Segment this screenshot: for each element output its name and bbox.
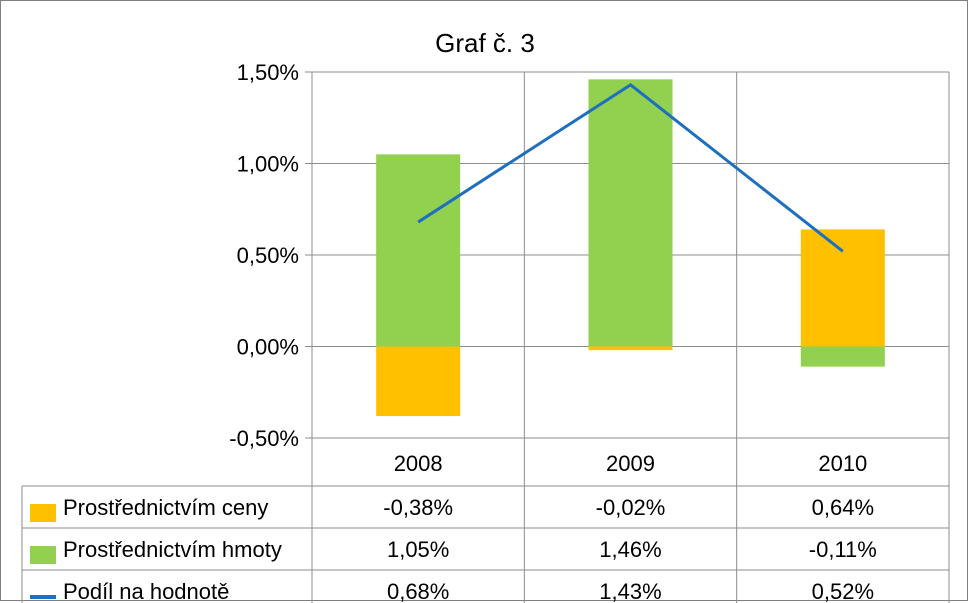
- data-label: 1,05%: [387, 537, 449, 562]
- category-label: 2008: [394, 451, 443, 476]
- bar-2009: [588, 346, 673, 351]
- bar-2008: [376, 346, 461, 417]
- legend-label: Prostřednictvím ceny: [63, 495, 268, 520]
- line-series: [417, 82, 844, 253]
- chart-title: Graf č. 3: [435, 28, 535, 58]
- y-tick-label: 0,50%: [237, 243, 299, 268]
- data-label: 0,64%: [812, 495, 874, 520]
- bar-2009: [588, 79, 673, 347]
- data-label: -0,38%: [383, 495, 453, 520]
- data-label: 0,52%: [812, 579, 874, 603]
- data-label: 1,46%: [599, 537, 661, 562]
- category-label: 2010: [818, 451, 867, 476]
- y-tick-label: -0,50%: [229, 426, 299, 451]
- bar-2010: [800, 346, 885, 367]
- category-label: 2009: [606, 451, 655, 476]
- data-label: -0,02%: [596, 495, 666, 520]
- legend-label: Prostřednictvím hmoty: [63, 537, 282, 562]
- legend-label: Podíl na hodnotě: [63, 579, 229, 603]
- data-label: -0,11%: [809, 537, 877, 562]
- data-table: 2008 2009 2010 Prostřednictvím ceny -0,38% -0…: [21, 451, 949, 603]
- y-tick-label: 1,50%: [237, 60, 299, 85]
- bar-2008: [376, 154, 461, 347]
- y-axis-ticks: -0,50% 0,00% 0,50% 1,00% 1,50%: [229, 60, 299, 451]
- data-label: 1,43%: [599, 579, 661, 603]
- bars: [376, 79, 885, 417]
- legend-swatch: [30, 546, 56, 564]
- legend-swatch: [30, 504, 56, 522]
- data-label: 0,68%: [387, 579, 449, 603]
- bar-2010: [800, 229, 885, 347]
- y-tick-label: 0,00%: [237, 335, 299, 360]
- y-tick-label: 1,00%: [237, 152, 299, 177]
- line-podil-na-hodnote: [417, 82, 844, 253]
